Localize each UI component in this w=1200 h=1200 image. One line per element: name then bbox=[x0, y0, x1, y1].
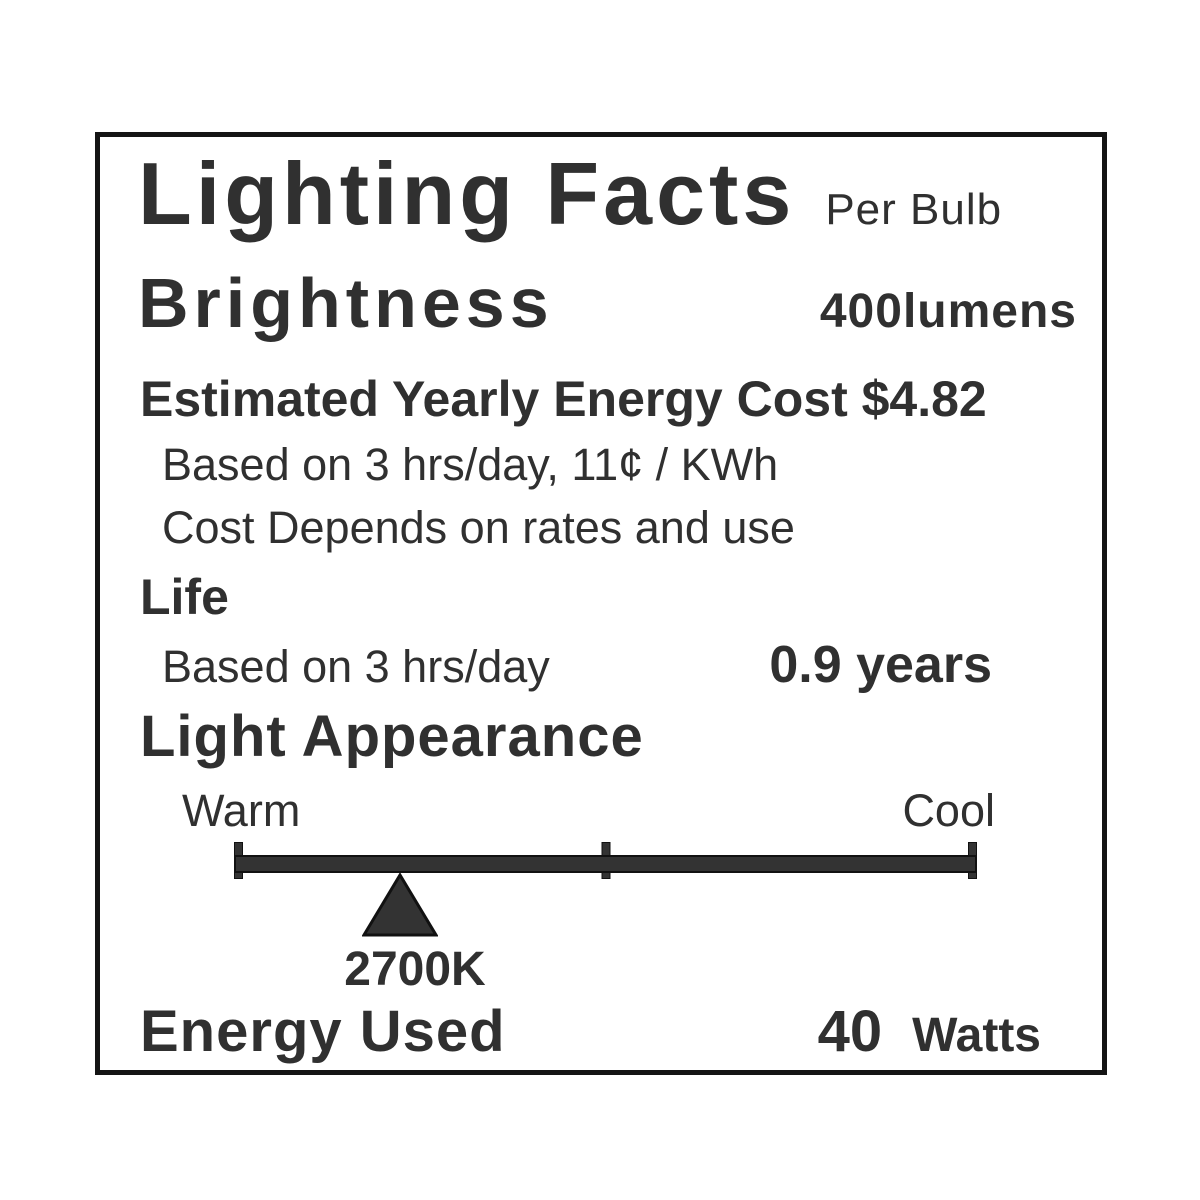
life-basis-note: Based on 3 hrs/day bbox=[162, 641, 550, 692]
energy-used-row: Energy Used 40 Watts bbox=[140, 998, 1041, 1065]
energy-used-label: Energy Used bbox=[140, 999, 506, 1064]
energy-cost-basis-note: Based on 3 hrs/day, 11¢ / KWh bbox=[162, 439, 779, 490]
brightness-value: 400lumens bbox=[819, 285, 1077, 338]
energy-cost-rates-note: Cost Depends on rates and use bbox=[162, 502, 795, 553]
scale-endpoint-labels: Warm Cool bbox=[182, 785, 995, 837]
energy-cost-heading: Estimated Yearly Energy Cost $4.82 bbox=[140, 371, 987, 427]
title-row: Lighting Facts Per Bulb bbox=[138, 143, 1002, 245]
lighting-facts-label: Lighting Facts Per Bulb Brightness 400lu… bbox=[95, 132, 1107, 1075]
energy-used-unit: Watts bbox=[912, 1009, 1041, 1062]
energy-used-value-group: 40 Watts bbox=[818, 998, 1041, 1065]
warm-label: Warm bbox=[182, 785, 301, 836]
color-temperature-value: 2700K bbox=[344, 943, 486, 996]
life-label: Life bbox=[140, 569, 229, 625]
brightness-label: Brightness bbox=[138, 264, 554, 342]
triangle-marker-icon bbox=[361, 873, 438, 937]
scale-bar bbox=[234, 855, 977, 873]
light-appearance-label: Light Appearance bbox=[140, 704, 644, 769]
life-row: Based on 3 hrs/day 0.9 years bbox=[162, 635, 992, 695]
cool-label: Cool bbox=[902, 785, 995, 836]
life-value: 0.9 years bbox=[769, 636, 992, 694]
brightness-row: Brightness 400lumens bbox=[138, 263, 1077, 343]
color-temp-marker bbox=[361, 873, 438, 937]
color-temperature-scale bbox=[234, 842, 977, 942]
per-bulb-qualifier: Per Bulb bbox=[825, 185, 1003, 234]
label-title: Lighting Facts bbox=[138, 144, 796, 243]
energy-used-value: 40 bbox=[817, 999, 883, 1064]
